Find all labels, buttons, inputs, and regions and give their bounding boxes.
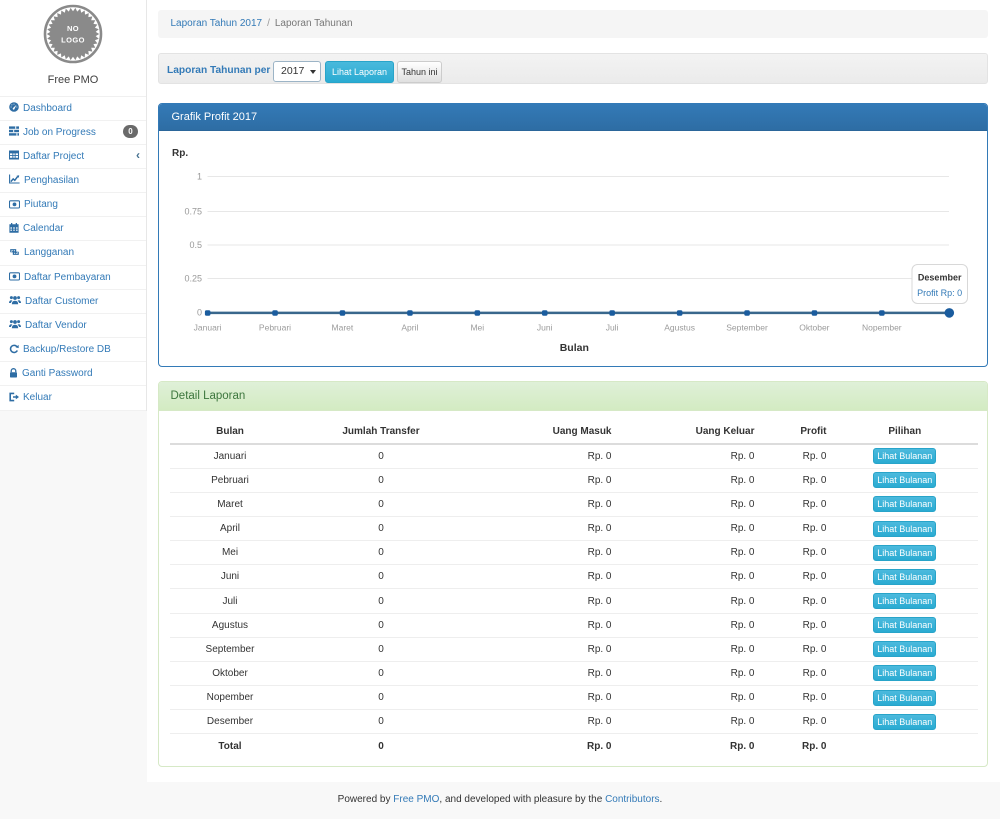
svg-text:0.75: 0.75 (184, 206, 202, 216)
svg-text:Nopember: Nopember (862, 322, 902, 332)
svg-text:Bulan: Bulan (560, 342, 589, 354)
svg-text:Januari: Januari (194, 322, 222, 332)
svg-text:0.25: 0.25 (184, 273, 202, 283)
svg-text:Juli: Juli (606, 322, 619, 332)
svg-text:0.5: 0.5 (189, 240, 202, 250)
svg-text:Agustus: Agustus (664, 322, 695, 332)
svg-text:Profit Rp: 0: Profit Rp: 0 (917, 288, 962, 298)
svg-text:Mei: Mei (470, 322, 484, 332)
svg-text:Rp.: Rp. (172, 148, 188, 159)
svg-text:NO: NO (67, 24, 79, 33)
svg-text:Oktober: Oktober (799, 322, 829, 332)
svg-text:1: 1 (197, 171, 202, 181)
svg-text:September: September (726, 322, 768, 332)
svg-text:Juni: Juni (537, 322, 553, 332)
svg-text:0: 0 (197, 307, 202, 317)
svg-text:Maret: Maret (332, 322, 354, 332)
svg-text:Desember: Desember (918, 272, 962, 282)
svg-text:LOGO: LOGO (61, 36, 85, 45)
svg-text:April: April (401, 322, 418, 332)
svg-text:Pebruari: Pebruari (259, 322, 291, 332)
